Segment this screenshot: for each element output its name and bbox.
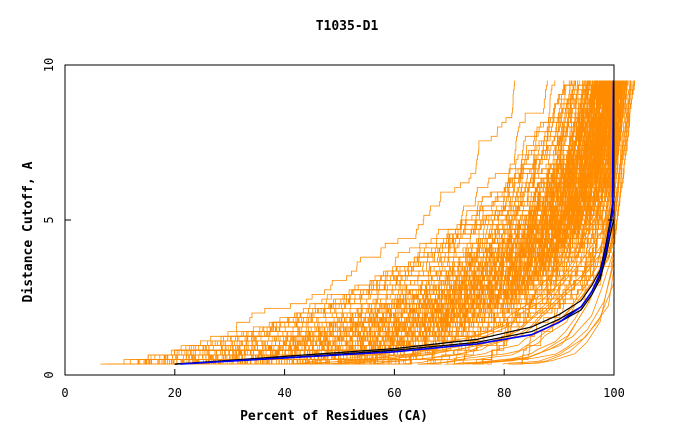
background-curve	[142, 80, 576, 365]
x-tick-label-1: 20	[168, 386, 182, 400]
background-curve	[151, 80, 548, 365]
background-curve	[508, 282, 615, 365]
background-curve	[125, 80, 573, 365]
y-axis-label: Distance Cutoff, A	[21, 161, 36, 302]
background-curve	[365, 80, 599, 365]
background-curves	[100, 80, 635, 365]
background-curve	[154, 80, 565, 365]
background-curve	[417, 206, 615, 365]
background-curve	[336, 80, 621, 365]
highlight-series-0	[174, 201, 614, 365]
x-tick-label-3: 60	[387, 386, 401, 400]
background-curve	[326, 156, 615, 365]
background-curve	[121, 80, 588, 365]
background-curve	[125, 80, 575, 365]
x-axis-ticks: 0 20 40 60 80 100	[61, 369, 625, 400]
background-curve	[170, 80, 597, 365]
x-tick-label-5: 100	[603, 386, 625, 400]
y-tick-label-1: 5	[42, 216, 56, 223]
x-tick-label-4: 80	[497, 386, 511, 400]
x-axis-label: Percent of Residues (CA)	[240, 409, 428, 424]
background-curve	[173, 80, 623, 365]
background-curve	[148, 80, 583, 365]
chart-title: T1035-D1	[316, 19, 379, 34]
background-curve	[299, 80, 604, 365]
highlight-series-3	[180, 80, 615, 365]
background-curve	[229, 80, 633, 365]
y-tick-label-0: 0	[42, 371, 56, 378]
background-curve	[119, 80, 616, 365]
y-axis-ticks: 0 5 10	[42, 58, 614, 379]
background-curve	[349, 167, 615, 365]
background-curve	[112, 80, 586, 365]
background-curve	[116, 80, 515, 365]
x-tick-label-0: 0	[61, 386, 68, 400]
background-curve	[284, 105, 615, 365]
background-curve	[482, 262, 615, 365]
highlight-curves	[174, 80, 615, 365]
background-curve	[502, 268, 615, 365]
y-tick-label-2: 10	[42, 58, 56, 72]
background-curve	[124, 80, 625, 365]
x-tick-label-2: 40	[277, 386, 291, 400]
